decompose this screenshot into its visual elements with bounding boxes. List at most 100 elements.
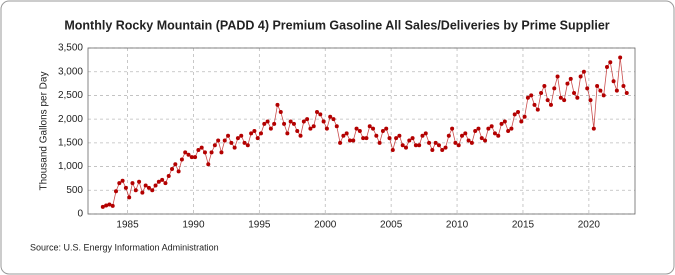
data-point	[239, 133, 244, 138]
data-point	[199, 145, 204, 150]
data-point	[595, 83, 600, 88]
data-point	[143, 183, 148, 188]
data-point	[153, 183, 158, 188]
data-point	[522, 114, 527, 119]
y-tick-label: 3,000	[58, 66, 83, 77]
x-tick-label: 2000	[314, 220, 337, 231]
data-point	[275, 102, 280, 107]
data-point	[127, 195, 132, 200]
data-point	[170, 166, 175, 171]
data-point	[608, 60, 613, 65]
data-point	[212, 143, 217, 148]
data-point	[321, 119, 326, 124]
data-point	[242, 140, 247, 145]
data-point	[440, 147, 445, 152]
data-point	[110, 203, 115, 208]
data-point	[529, 93, 534, 98]
data-point	[100, 204, 105, 209]
data-point	[479, 136, 484, 141]
data-point	[193, 155, 198, 160]
data-point	[446, 133, 451, 138]
y-tick-label: 1,000	[58, 161, 83, 172]
x-tick-label: 2010	[446, 220, 469, 231]
data-point	[516, 110, 521, 115]
data-point	[532, 102, 537, 107]
data-point	[535, 107, 540, 112]
data-point	[565, 81, 570, 86]
data-point	[176, 169, 181, 174]
data-point	[298, 133, 303, 138]
data-point	[496, 133, 501, 138]
data-point	[249, 131, 254, 136]
data-point	[476, 126, 481, 131]
data-point	[585, 86, 590, 91]
data-point	[463, 131, 468, 136]
data-point	[222, 138, 227, 143]
data-point	[216, 138, 221, 143]
data-point	[539, 91, 544, 96]
data-point	[542, 83, 547, 88]
x-tick-label: 1985	[116, 220, 139, 231]
data-point	[469, 140, 474, 145]
data-point	[499, 121, 504, 126]
data-point	[226, 133, 231, 138]
data-point	[575, 95, 580, 100]
x-tick-label: 1995	[248, 220, 271, 231]
data-point	[156, 179, 161, 184]
data-point	[315, 110, 320, 115]
data-point	[548, 102, 553, 107]
data-point	[601, 93, 606, 98]
data-point	[150, 188, 155, 193]
data-point	[183, 150, 188, 155]
data-point	[450, 126, 455, 131]
data-point	[371, 126, 376, 131]
data-point	[443, 145, 448, 150]
data-point	[614, 88, 619, 93]
data-point	[384, 126, 389, 131]
data-point	[104, 203, 109, 208]
data-point	[166, 174, 171, 179]
data-point	[525, 95, 530, 100]
data-point	[460, 133, 465, 138]
data-point	[268, 126, 273, 131]
y-axis-label: Thousand Gallons per Day	[39, 72, 50, 191]
x-tick-label: 2015	[512, 220, 535, 231]
plot-area	[87, 47, 636, 215]
data-point	[486, 126, 491, 131]
x-tick-label: 2005	[380, 220, 403, 231]
y-tick-label: 1,500	[58, 137, 83, 148]
data-point	[219, 150, 224, 155]
data-point	[604, 64, 609, 69]
data-point	[410, 136, 415, 141]
data-point	[262, 121, 267, 126]
data-point	[357, 129, 362, 133]
data-point	[229, 140, 234, 145]
y-tick-label: 3,500	[58, 43, 83, 54]
data-point	[456, 143, 461, 148]
data-point	[400, 143, 405, 148]
data-point	[403, 145, 408, 150]
data-point	[206, 162, 211, 167]
data-point	[120, 178, 125, 183]
data-point	[209, 150, 214, 155]
data-point	[552, 86, 557, 91]
data-point	[252, 129, 257, 133]
data-point	[390, 147, 395, 152]
data-point	[621, 83, 626, 88]
data-point	[258, 131, 263, 136]
data-point	[364, 136, 369, 141]
data-point	[311, 124, 316, 129]
chart-title: Monthly Rocky Mountain (PADD 4) Premium …	[64, 18, 609, 32]
data-point	[387, 136, 392, 141]
data-point	[453, 140, 458, 145]
data-point	[473, 129, 478, 133]
data-point	[285, 131, 290, 136]
data-point	[189, 155, 194, 160]
data-point	[492, 131, 497, 136]
data-point	[344, 131, 349, 136]
data-point	[179, 157, 184, 162]
y-tick-label: 500	[66, 185, 83, 196]
data-point	[394, 136, 399, 141]
